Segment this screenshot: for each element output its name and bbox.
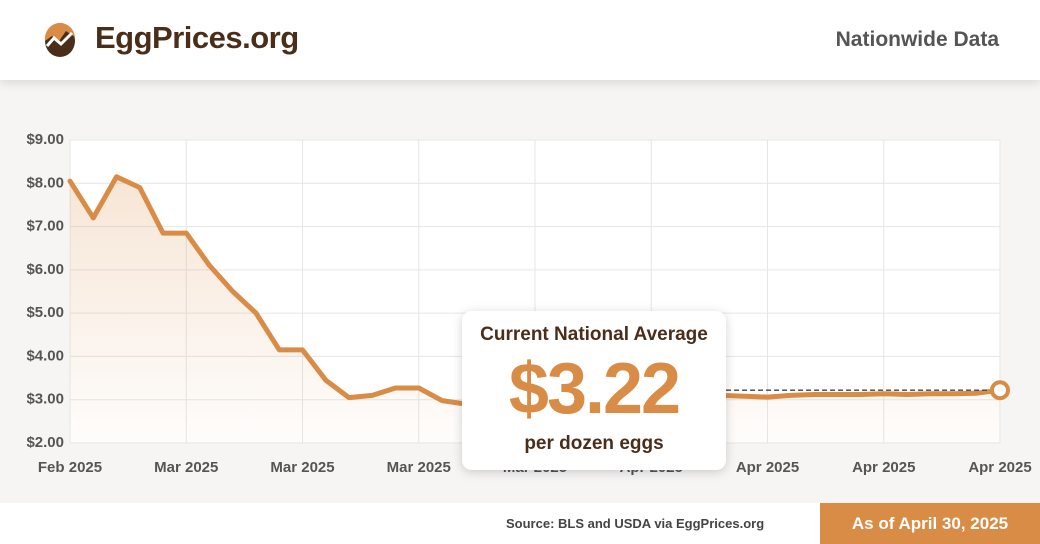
x-tick-label: Apr 2025: [852, 459, 915, 476]
source-note: Source: BLS and USDA via EggPrices.org: [506, 516, 765, 531]
header: EggPrices.org Nationwide Data: [0, 0, 1040, 80]
x-tick-label: Mar 2025: [154, 459, 218, 476]
x-tick-label: Mar 2025: [387, 459, 451, 476]
chart: $2.00 $3.00 $4.00 $5.00 $6.00 $7.00 $8.00 $9.00…: [26, 131, 1031, 476]
y-tick-label: $8.00: [26, 174, 64, 191]
end-marker: [990, 380, 1010, 401]
x-tick-label: Feb 2025: [38, 459, 102, 476]
annotation-card: Current National Average $3.22 per dozen e…: [462, 311, 726, 470]
y-tick-label: $7.00: [26, 218, 64, 235]
y-tick-label: $4.00: [26, 347, 64, 364]
logo: [44, 22, 75, 57]
card-note: per dozen eggs: [524, 433, 663, 454]
y-tick-label: $2.00: [26, 434, 64, 451]
y-tick-label: $5.00: [26, 304, 64, 321]
card: [462, 311, 726, 470]
brand[interactable]: EggPrices.org: [95, 20, 299, 55]
x-tick-label: Apr 2025: [736, 459, 799, 476]
y-tick-label: $9.00: [26, 131, 64, 148]
area: [70, 176, 1000, 444]
card-title: Current National Average: [480, 324, 708, 345]
y-tick-label: $6.00: [26, 261, 64, 278]
card-value: $3.22: [509, 349, 679, 429]
footer: Source: BLS and USDA via EggPrices.org A…: [0, 503, 1040, 544]
y-tick-label: $3.00: [26, 391, 64, 408]
as-of-date: As of April 30, 2025: [820, 503, 1040, 544]
section-title: Nationwide Data: [835, 28, 999, 51]
x-tick-label: Apr 2025: [968, 459, 1031, 476]
x-tick-label: Mar 2025: [270, 459, 334, 476]
